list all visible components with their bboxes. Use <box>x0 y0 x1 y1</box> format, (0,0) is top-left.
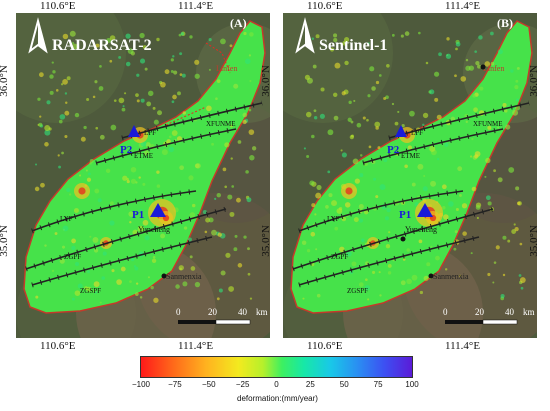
place-linfen: Linfen <box>483 64 504 73</box>
lon-label-bottom-a2: 111.4°E <box>178 340 214 352</box>
basin-area <box>290 20 533 314</box>
lat-label-a-36-right: 36.0°N <box>259 65 272 97</box>
place-sanmenxia: Sanmenxia <box>166 272 202 281</box>
fault-label-zgpf: ZGPF <box>64 253 81 261</box>
scalebar-20: 20 <box>208 307 218 317</box>
lon-label-bottom-a1: 110.6°E <box>40 340 76 352</box>
colorbar-tick: −50 <box>201 380 216 389</box>
fault-line-zgpf <box>25 208 227 270</box>
north-arrow-icon <box>28 17 48 54</box>
sensor-title: Sentinel-1 <box>319 37 387 54</box>
lat-label-a-35-left: 35.0°N <box>0 225 10 257</box>
fault-line-zgspf <box>31 236 213 286</box>
colorbar-tick: −100 <box>131 380 151 389</box>
map-panel-b: Sentinel-1 (B) Linfen Yuncheng Sanmenxia LPF X… <box>283 13 537 338</box>
fault-label-zgpf: ZGPF <box>331 253 348 261</box>
place-sanmenxia: Sanmenxia <box>433 272 469 281</box>
point-p1-marker <box>417 203 433 217</box>
sensor-title: RADARSAT-2 <box>52 37 152 54</box>
place-yuncheng: Yuncheng <box>138 225 170 234</box>
scalebar-unit: km <box>523 307 535 317</box>
point-p2-label: P2 <box>387 144 400 156</box>
scalebar <box>178 319 251 325</box>
lon-label-top-a1: 110.6°E <box>40 0 76 12</box>
fault-label-xfunme: XFUNME <box>206 120 236 128</box>
point-p1-label: P1 <box>132 209 144 221</box>
lon-label-top-b1: 110.6°E <box>307 0 343 12</box>
fault-label-lyf: LYF <box>327 215 340 223</box>
fault-label-etme: ETME <box>134 152 153 160</box>
panel-label: (B) <box>497 16 513 30</box>
point-p2-marker <box>128 125 140 137</box>
deformation-colorbar: −100 −75 −50 −25 0 25 50 75 100 deformation:(mm/… <box>132 356 419 403</box>
scalebar <box>445 319 518 325</box>
fault-label-xfunme: XFUNME <box>473 120 503 128</box>
colorbar-tick: 75 <box>373 380 383 389</box>
fault-label-zgspf: ZGSPF <box>80 287 101 295</box>
fault-label-lpf: LPF <box>411 129 423 137</box>
point-p2-label: P2 <box>120 144 133 156</box>
map-svg: RADARSAT-2 (A) Linfen Yuncheng Sanmenxia LPF X… <box>16 13 270 338</box>
map-panel-a: RADARSAT-2 (A) Linfen Yuncheng Sanmenxia LPF X… <box>16 13 270 338</box>
colorbar-tick: −75 <box>168 380 182 389</box>
scalebar-0: 0 <box>176 307 181 317</box>
lon-label-bottom-b1: 110.6°E <box>307 340 343 352</box>
lat-label-a-35-right: 35.0°N <box>259 225 272 257</box>
lon-label-top-a2: 111.4°E <box>178 0 214 12</box>
fault-label-etme: ETME <box>401 152 420 160</box>
colorbar-tick: 25 <box>305 380 315 389</box>
fault-label-zgspf: ZGSPF <box>347 287 368 295</box>
lat-label-b-36-right: 36.0°N <box>527 65 540 97</box>
lon-label-top-b2: 111.4°E <box>445 0 481 12</box>
colorbar-unit-label: deformation:(mm/year) <box>237 394 318 403</box>
scalebar-0: 0 <box>443 307 448 317</box>
lon-label-bottom-b2: 111.4°E <box>445 340 481 352</box>
north-arrow-icon <box>295 17 315 54</box>
point-p1-marker <box>150 203 166 217</box>
lat-label-b-35-right: 35.0°N <box>527 225 540 257</box>
colorbar-tick: 100 <box>405 380 419 389</box>
fault-label-lpf: LPF <box>144 129 156 137</box>
place-linfen: Linfen <box>216 64 237 73</box>
map-svg: Sentinel-1 (B) Linfen Yuncheng Sanmenxia LPF X… <box>283 13 537 338</box>
scalebar-40: 40 <box>238 307 248 317</box>
fault-label-lyf: LYF <box>60 215 73 223</box>
scalebar-20: 20 <box>475 307 485 317</box>
place-yuncheng: Yuncheng <box>405 225 437 234</box>
colorbar-tick: −25 <box>235 380 250 389</box>
colorbar-tick: 0 <box>274 380 279 389</box>
colorbar-gradient <box>140 356 413 378</box>
point-p2-marker <box>395 125 407 137</box>
fault-line-zgpf <box>292 208 494 270</box>
scalebar-40: 40 <box>505 307 515 317</box>
point-p1-label: P1 <box>399 209 411 221</box>
fault-line-zgspf <box>298 236 480 286</box>
lat-label-a-36-left: 36.0°N <box>0 65 10 97</box>
colorbar-tick: 50 <box>339 380 349 389</box>
scalebar-unit: km <box>256 307 268 317</box>
panel-label: (A) <box>230 16 247 30</box>
